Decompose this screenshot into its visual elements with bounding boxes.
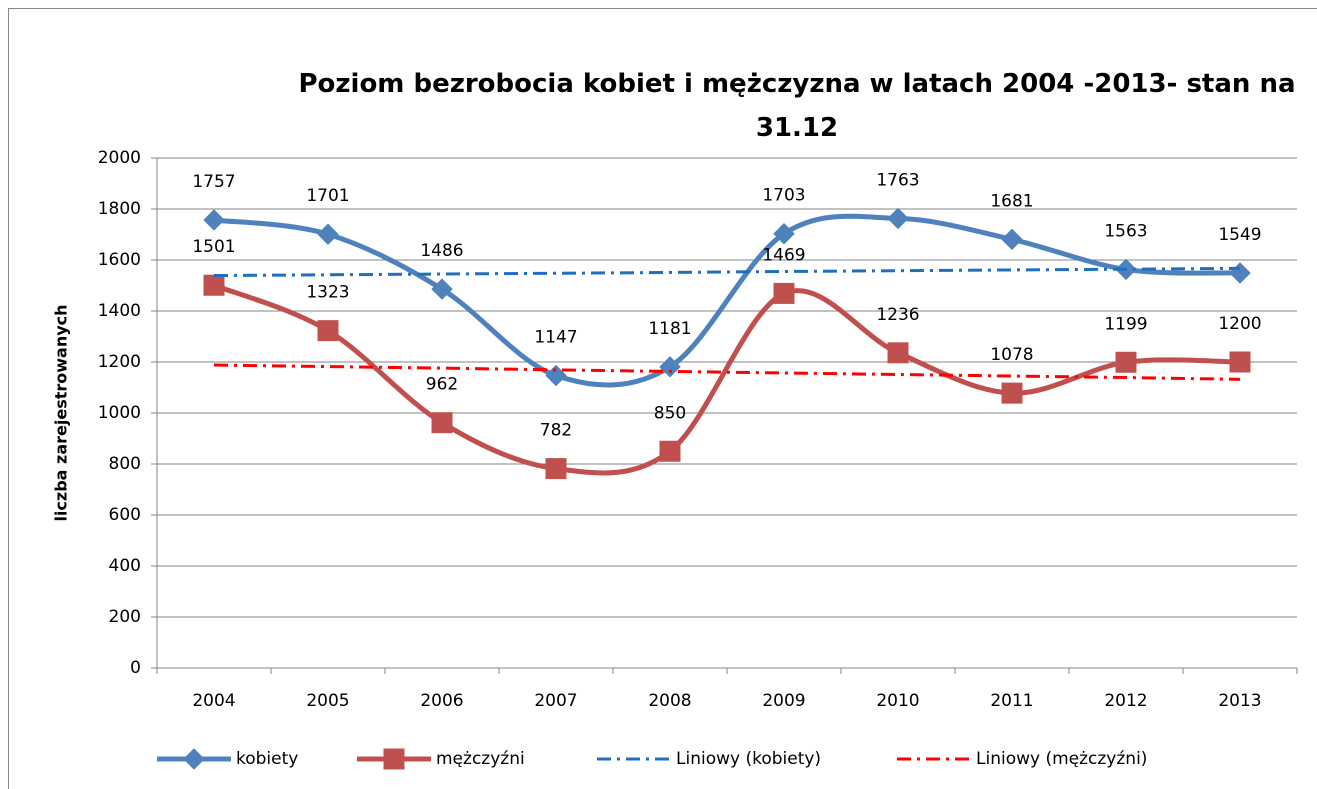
data-label: 1703 bbox=[762, 186, 805, 206]
chart-border bbox=[8, 8, 1317, 789]
data-point bbox=[1001, 228, 1023, 251]
data-label: 962 bbox=[426, 375, 458, 395]
data-point bbox=[1115, 351, 1137, 373]
data-label: 850 bbox=[654, 403, 686, 423]
data-label: 782 bbox=[540, 421, 572, 441]
legend-label: kobiety bbox=[236, 749, 298, 769]
series-line bbox=[213, 282, 1241, 476]
y-tick-label: 0 bbox=[130, 658, 141, 678]
data-point bbox=[887, 342, 909, 364]
data-label: 1763 bbox=[876, 170, 919, 190]
data-label: 1181 bbox=[648, 319, 691, 339]
data-label: 1549 bbox=[1218, 225, 1261, 245]
data-point bbox=[659, 356, 681, 378]
data-point bbox=[773, 223, 795, 245]
y-tick-label: 400 bbox=[109, 556, 141, 576]
data-label: 1501 bbox=[192, 237, 235, 257]
y-tick-label: 1000 bbox=[98, 403, 141, 423]
x-tick-label: 2013 bbox=[1218, 691, 1261, 711]
y-tick-label: 2000 bbox=[98, 148, 141, 168]
x-tick-label: 2010 bbox=[876, 691, 919, 711]
data-point bbox=[659, 440, 681, 462]
y-tick-label: 200 bbox=[109, 607, 141, 627]
x-tick-label: 2012 bbox=[1104, 691, 1147, 711]
data-point bbox=[1229, 262, 1251, 284]
data-point bbox=[431, 278, 453, 300]
legend-label: Liniowy (kobiety) bbox=[676, 749, 821, 769]
data-point bbox=[545, 364, 567, 387]
trend-line bbox=[213, 363, 1241, 381]
data-point bbox=[203, 274, 225, 296]
legend-label: Liniowy (mężczyźni) bbox=[976, 749, 1147, 769]
legend-label: mężczyźni bbox=[436, 749, 525, 769]
trend-line bbox=[213, 266, 1241, 278]
legend-marker bbox=[383, 748, 405, 770]
data-point bbox=[317, 223, 339, 245]
y-tick-label: 1400 bbox=[98, 301, 141, 321]
data-point bbox=[1229, 351, 1251, 373]
x-tick-label: 2004 bbox=[192, 691, 235, 711]
data-point bbox=[203, 209, 225, 231]
x-tick-label: 2008 bbox=[648, 691, 691, 711]
data-label: 1563 bbox=[1104, 221, 1147, 241]
data-point bbox=[545, 458, 567, 480]
chart-title: Poziom bezrobocia kobiet i mężczyzna w l… bbox=[298, 69, 1296, 143]
x-tick-label: 2011 bbox=[990, 691, 1033, 711]
data-label: 1681 bbox=[990, 191, 1033, 211]
data-point bbox=[887, 207, 909, 230]
data-label: 1469 bbox=[762, 245, 805, 265]
data-label: 1199 bbox=[1104, 314, 1147, 334]
x-tick-label: 2005 bbox=[306, 691, 349, 711]
y-tick-label: 600 bbox=[109, 505, 141, 525]
x-tick-label: 2009 bbox=[762, 691, 805, 711]
data-label: 1236 bbox=[876, 305, 919, 325]
x-tick-label: 2007 bbox=[534, 691, 577, 711]
legend-marker bbox=[183, 748, 205, 770]
x-tick-label: 2006 bbox=[420, 691, 463, 711]
y-tick-label: 800 bbox=[109, 454, 141, 474]
y-tick-label: 1200 bbox=[98, 352, 141, 372]
data-label: 1701 bbox=[306, 186, 349, 206]
data-point bbox=[317, 320, 339, 342]
data-label: 1757 bbox=[192, 172, 235, 192]
y-tick-label: 1600 bbox=[98, 250, 141, 270]
data-point bbox=[431, 412, 453, 434]
data-point bbox=[1001, 382, 1023, 404]
y-axis-label: liczba zarejestrowanych bbox=[52, 304, 71, 521]
data-label: 1147 bbox=[534, 328, 577, 348]
data-label: 1078 bbox=[990, 345, 1033, 365]
data-label: 1200 bbox=[1218, 314, 1261, 334]
data-point bbox=[773, 282, 795, 304]
data-label: 1323 bbox=[306, 283, 349, 303]
series-line bbox=[213, 213, 1241, 388]
y-tick-label: 1800 bbox=[98, 199, 141, 219]
data-label: 1486 bbox=[420, 241, 463, 261]
